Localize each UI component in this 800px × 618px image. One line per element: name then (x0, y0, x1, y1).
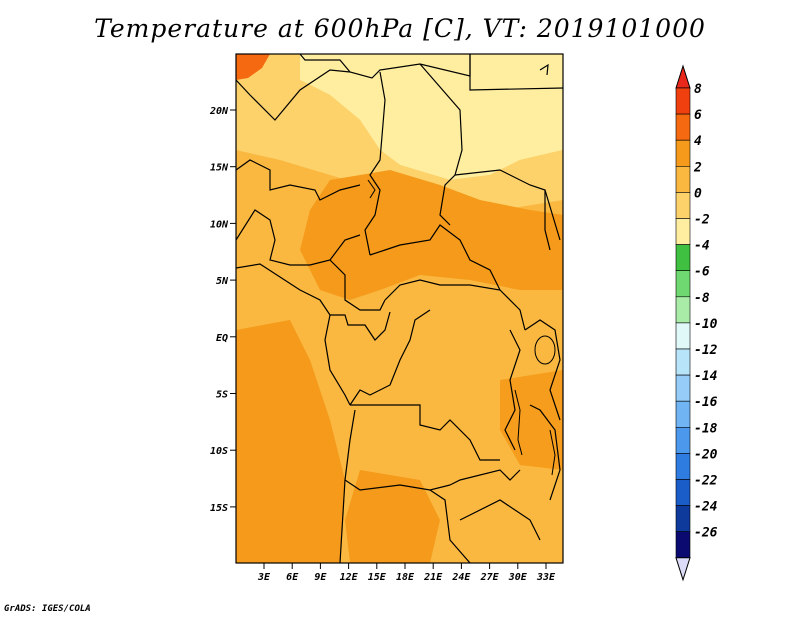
colorbar-label: 6 (694, 108, 702, 123)
colorbar-segment (675, 218, 691, 245)
lon-label: 30E (508, 572, 528, 583)
lat-label: EQ (216, 333, 228, 344)
colorbar-label: -12 (694, 343, 718, 358)
colorbar-label: -14 (694, 369, 718, 384)
colorbar-bottom-arrow (675, 557, 691, 582)
field-region-light-north (236, 54, 563, 210)
lake-tanganyika (514, 389, 523, 456)
field-region-pale-north (300, 54, 563, 180)
lat-label: 15N (210, 163, 229, 174)
colorbar-label: -18 (694, 421, 718, 436)
colorbar-label: -26 (694, 526, 718, 541)
lat-label: 10N (210, 219, 229, 230)
colorbar-segment (675, 400, 691, 428)
latitude-axis: 20N 15N 10N 5N EQ 5S 10S 15S (209, 106, 236, 514)
lon-label: 9E (314, 572, 327, 583)
temperature-field (236, 54, 563, 563)
colorbar-segment (675, 505, 691, 533)
colorbar-label: 8 (694, 82, 702, 97)
colorbar-label: 2 (693, 160, 702, 175)
colorbar-label: -22 (694, 474, 718, 489)
lat-label: 10S (210, 446, 228, 457)
lake-malawi (549, 429, 556, 476)
country-borders (236, 54, 563, 563)
colorbar-segment (675, 479, 691, 506)
colorbar-segment (675, 244, 691, 272)
lon-label: 18E (396, 572, 415, 583)
lon-label: 33E (536, 572, 556, 583)
colorbar-label: -16 (694, 395, 718, 410)
lat-label: 5S (216, 390, 228, 401)
colorbar-segment (675, 270, 691, 298)
lon-label: 3E (257, 572, 271, 583)
map-title: Temperature at 600hPa [C], VT: 201910100… (94, 14, 706, 43)
colorbar-segment (675, 531, 691, 559)
lon-label: 12E (340, 572, 359, 583)
lakes (367, 179, 556, 476)
colorbar-segment (675, 348, 691, 376)
colorbar-label: 4 (694, 134, 702, 149)
colorbar-segment (675, 322, 691, 350)
colorbar-label: -24 (694, 500, 718, 515)
colorbar-label: 0 (694, 186, 702, 201)
colorbar-label: -20 (694, 447, 718, 462)
lake-victoria (534, 335, 556, 365)
colorbar: 8 6 4 2 0 -2 -4 -6 -8 -10 -12 -14 -16 -18 -20 -22 -24 -26 (675, 64, 718, 582)
field-region-warm-west (236, 320, 345, 563)
colorbar-segment (675, 374, 691, 402)
colorbar-segment (675, 139, 691, 167)
colorbar-segment (675, 426, 691, 454)
lon-label: 6E (286, 572, 299, 583)
field-region-hot-corner (236, 54, 270, 80)
field-region-warm-central (300, 170, 563, 300)
lat-label: 20N (209, 106, 229, 117)
colorbar-segment (675, 113, 691, 141)
lat-label: 5N (216, 276, 229, 287)
colorbar-segment (675, 296, 691, 324)
colorbar-segment (675, 453, 691, 480)
longitude-axis: 3E 6E 9E 12E 15E 18E 21E 24E 27E 30E 33E (257, 563, 556, 583)
colorbar-label: -6 (694, 265, 710, 280)
lon-label: 24E (451, 572, 471, 583)
lon-label: 21E (423, 572, 443, 583)
colorbar-label: -4 (694, 239, 710, 254)
colorbar-top-arrow (675, 64, 691, 89)
lat-label: 15S (210, 503, 228, 514)
colorbar-label: -2 (694, 213, 710, 228)
map-frame (235, 53, 564, 564)
colorbar-label: -10 (694, 317, 718, 332)
lon-label: 15E (368, 572, 387, 583)
colorbar-label: -8 (694, 291, 710, 306)
lake-chad (367, 179, 376, 199)
colorbar-segment (675, 166, 691, 193)
colorbar-segment (675, 87, 691, 115)
grads-credit: GrADS: IGES/COLA (4, 604, 91, 614)
colorbar-segment (675, 192, 691, 219)
field-region-warm-south (345, 470, 440, 563)
lon-label: 27E (480, 572, 500, 583)
